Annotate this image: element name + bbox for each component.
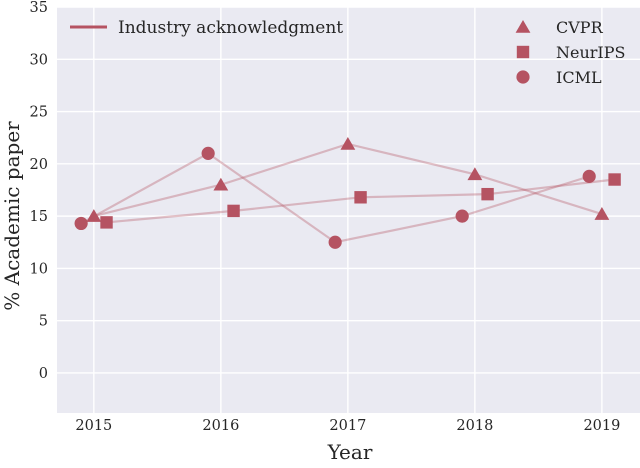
tick-layer: 0 5 10 15 20 25 30 35 2015 2016 2017 2018 2019 [30, 0, 621, 434]
legend-label-ICML: ICML [556, 68, 602, 87]
x-tick-label: 2019 [583, 418, 620, 434]
marker-NeurIPS-2018 [481, 187, 494, 201]
marker-ICML-2015 [74, 216, 88, 231]
y-tick-label: 25 [30, 105, 48, 121]
marker-NeurIPS-2019 [608, 173, 621, 186]
y-tick-label: 10 [30, 261, 48, 277]
series-layer [74, 136, 621, 249]
y-tick-label: 30 [30, 52, 48, 68]
marker-ICML-2018 [455, 209, 469, 223]
y-tick-label: 20 [30, 157, 48, 173]
y-axis-label: % Academic paper [0, 121, 24, 311]
legend-industry-label: Industry acknowledgment [118, 18, 343, 38]
marker-ICML-2017 [328, 235, 342, 249]
y-tick-label: 0 [39, 366, 48, 382]
marker-CVPR-2017 [340, 136, 356, 150]
legend-series: CVPR NeurIPS ICML [515, 18, 625, 87]
y-tick-label: 15 [30, 209, 48, 225]
legend-label-NeurIPS: NeurIPS [556, 43, 625, 62]
y-tick-label: 5 [39, 314, 48, 330]
legend-marker-CVPR [515, 20, 531, 33]
x-axis-label: Year [327, 440, 373, 464]
legend-marker-ICML [516, 70, 530, 84]
marker-NeurIPS-2017 [354, 191, 367, 204]
marker-CVPR-2018 [467, 167, 483, 181]
y-tick-label: 35 [30, 0, 48, 16]
marker-ICML-2019 [582, 169, 596, 183]
legend-label-CVPR: CVPR [556, 18, 604, 37]
grid-layer [57, 6, 640, 413]
marker-NeurIPS-2015 [100, 216, 113, 229]
marker-CVPR-2015 [86, 209, 102, 222]
x-tick-label: 2018 [456, 418, 493, 434]
marker-CVPR-2016 [213, 177, 229, 191]
marker-ICML-2016 [201, 146, 215, 160]
marker-NeurIPS-2016 [227, 204, 240, 218]
legend-marker-NeurIPS [516, 45, 530, 59]
legend-industry-acknowledgment: Industry acknowledgment [70, 18, 343, 38]
x-tick-label: 2017 [329, 418, 366, 434]
marker-CVPR-2019 [594, 207, 610, 220]
x-tick-label: 2015 [75, 418, 112, 434]
x-tick-label: 2016 [202, 418, 239, 434]
